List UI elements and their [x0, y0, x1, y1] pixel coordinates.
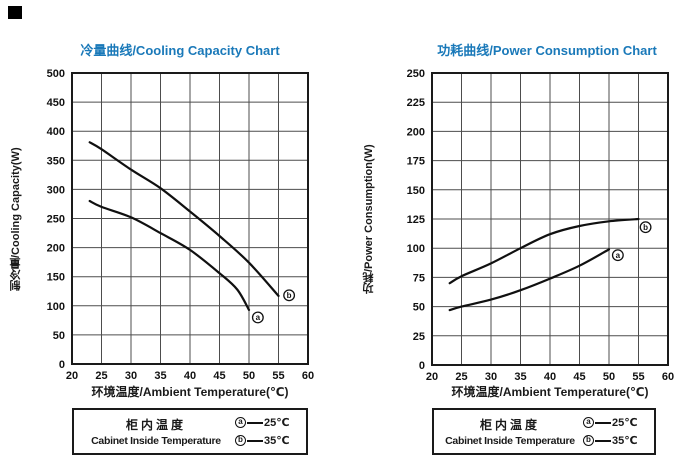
legend-entry-a: a 25℃ — [583, 416, 651, 429]
curve-b-end-marker-label: b — [287, 291, 292, 300]
curve-a-end-marker-icon — [611, 249, 624, 262]
y-tick-label: 400 — [47, 126, 65, 138]
y-tick-label: 100 — [407, 243, 425, 255]
y-tick-label: 0 — [419, 360, 425, 372]
plot-area: 20 25 30 35 40 45 50 55 60 0 50 100 150 200 250 300 350 4… — [47, 68, 314, 382]
y-tick-label: 125 — [407, 214, 425, 226]
chart-title: 冷量曲线/Cooling Capacity Chart — [80, 43, 280, 58]
y-tick-label: 350 — [47, 155, 65, 167]
curve-b-end-marker-label: b — [643, 223, 648, 232]
curve-a-end-marker-icon — [251, 311, 264, 324]
page-corner-mark — [8, 6, 22, 19]
x-tick-label: 50 — [243, 370, 255, 382]
series-a-curve — [448, 248, 611, 312]
series-b-marker-icon: b — [235, 435, 246, 446]
legend-box: 柜内温度 Cabinet Inside Temperature a 25℃ b … — [432, 408, 656, 455]
curve-b-end-marker-icon — [283, 289, 296, 302]
x-tick-label: 60 — [302, 370, 314, 382]
x-tick-label: 30 — [485, 371, 497, 383]
y-tick-label: 225 — [407, 97, 425, 109]
legend-value-a: 25℃ — [612, 417, 638, 429]
x-tick-label: 25 — [455, 371, 467, 383]
x-tick-label: 50 — [603, 371, 615, 383]
x-tick-label: 35 — [154, 370, 166, 382]
line-sample-icon — [247, 421, 263, 424]
plot-border — [71, 72, 309, 365]
series-b-curve — [448, 217, 640, 285]
y-tick-label: 0 — [59, 359, 65, 371]
curve-a-end-marker-label: a — [616, 251, 621, 260]
y-tick-label: 25 — [413, 331, 425, 343]
legend-title-en: Cabinet Inside Temperature — [445, 435, 575, 447]
y-tick-label: 250 — [407, 68, 425, 80]
legend-title-zh: 柜内温度 — [125, 418, 186, 432]
x-tick-label: 30 — [125, 370, 137, 382]
x-tick-label: 55 — [632, 371, 644, 383]
plot-area: 20 25 30 35 40 45 50 55 60 0 25 50 75 100 125 150 175 200… — [407, 68, 674, 383]
legend-value-b: 35℃ — [264, 435, 290, 447]
curve-a-end-marker-label: a — [256, 313, 261, 322]
legend-value-a: 25℃ — [264, 417, 290, 429]
x-axis-label: 环境温度/Ambient Temperature(℃) — [451, 385, 649, 399]
legend-entries: a 25℃ b 35℃ — [235, 416, 303, 447]
x-tick-label: 40 — [184, 370, 196, 382]
x-tick-label: 60 — [662, 371, 674, 383]
legend-text: 柜内温度 Cabinet Inside Temperature — [77, 416, 235, 447]
chart-cooling-capacity: 冷量曲线/Cooling Capacity Chart 制冷量/Cooling … — [10, 43, 314, 455]
x-tick-label: 45 — [573, 371, 585, 383]
series-a-curve — [88, 199, 251, 311]
chart-title: 功耗曲线/Power Consumption Chart — [437, 43, 657, 58]
legend-entry-b: b 35℃ — [583, 434, 651, 447]
series-b-curve — [88, 141, 280, 297]
y-tick-label: 200 — [47, 243, 65, 255]
line-sample-icon — [595, 439, 611, 442]
legend-entry-a: a 25℃ — [235, 416, 303, 429]
x-tick-label: 20 — [66, 370, 78, 382]
y-tick-label: 150 — [47, 272, 65, 284]
legend-title-en: Cabinet Inside Temperature — [91, 435, 221, 447]
x-tick-label: 20 — [426, 371, 438, 383]
y-tick-label: 200 — [407, 126, 425, 138]
legend-title-zh: 柜内温度 — [479, 418, 540, 432]
y-tick-label: 175 — [407, 156, 425, 168]
series-a-marker-icon: a — [583, 417, 594, 428]
x-tick-label: 25 — [95, 370, 107, 382]
chart-power-consumption: 功耗曲线/Power Consumption Chart 功耗/Power Co… — [355, 0, 689, 474]
legend-text: 柜内温度 Cabinet Inside Temperature — [437, 416, 583, 447]
y-tick-label: 300 — [47, 184, 65, 196]
y-tick-label: 500 — [47, 68, 65, 80]
x-axis-label: 环境温度/Ambient Temperature(℃) — [91, 385, 289, 399]
y-tick-label: 50 — [413, 302, 425, 314]
curve-b-end-marker-icon — [639, 221, 652, 234]
line-sample-icon — [595, 421, 611, 424]
plot-border — [431, 72, 669, 366]
series-a-marker-icon: a — [235, 417, 246, 428]
series-b-marker-icon: b — [583, 435, 594, 446]
y-tick-label: 50 — [53, 330, 65, 342]
line-sample-icon — [247, 439, 263, 442]
y-tick-label: 150 — [407, 185, 425, 197]
y-tick-label: 450 — [47, 97, 65, 109]
legend-entries: a 25℃ b 35℃ — [583, 416, 651, 447]
y-tick-label: 100 — [47, 301, 65, 313]
x-tick-label: 40 — [544, 371, 556, 383]
x-tick-label: 45 — [213, 370, 225, 382]
y-tick-label: 250 — [47, 214, 65, 226]
legend-entry-b: b 35℃ — [235, 434, 303, 447]
x-tick-label: 35 — [514, 371, 526, 383]
y-tick-label: 75 — [413, 272, 425, 284]
x-tick-label: 55 — [272, 370, 284, 382]
legend-value-b: 35℃ — [612, 435, 638, 447]
legend-box: 柜内温度 Cabinet Inside Temperature a 25℃ b … — [72, 408, 308, 455]
